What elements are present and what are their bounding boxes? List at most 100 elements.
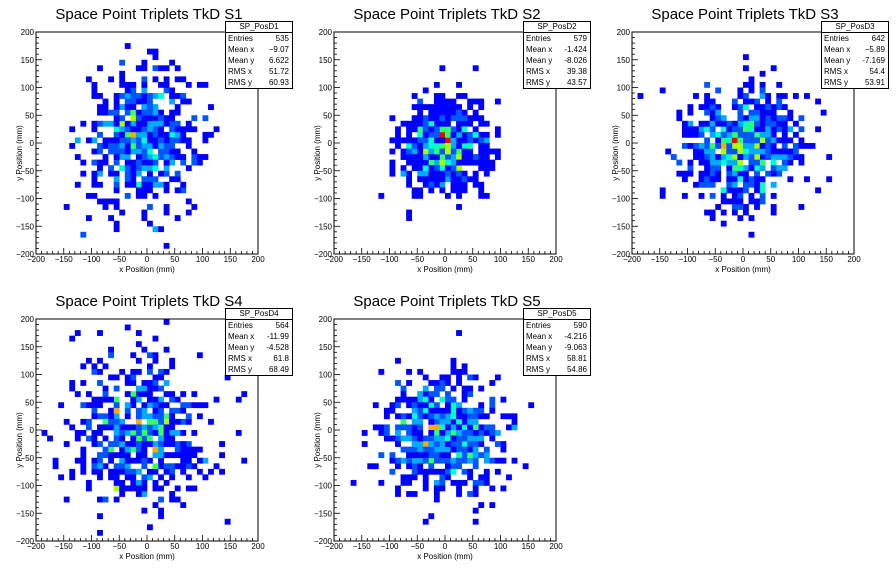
histogram-bin: [759, 165, 766, 172]
histogram-bin: [102, 418, 109, 425]
stats-histogram-name: SP_PosD5: [524, 309, 590, 320]
histogram-bin: [169, 491, 176, 497]
stats-row: RMS y 60.93: [226, 77, 292, 88]
histogram-bin: [787, 115, 794, 122]
histogram-bin: [417, 391, 424, 397]
histogram-bin: [743, 137, 749, 144]
histogram-bin: [770, 104, 777, 110]
histogram-panel-4: −200 −150 −100 −50 0 50 100 150 200 −200 −150 −100−…: [0, 287, 298, 574]
histogram-bin: [191, 154, 198, 160]
histogram-bin: [406, 396, 412, 403]
stats-label: RMS x: [824, 67, 848, 76]
histogram-bin: [445, 98, 451, 105]
histogram-bin: [395, 435, 401, 442]
histogram-bin: [158, 424, 164, 431]
histogram-bin: [400, 165, 407, 172]
y-tick-label: −150: [16, 509, 35, 518]
histogram-bin: [770, 181, 777, 188]
histogram-bin: [113, 126, 120, 133]
histogram-bin: [361, 430, 368, 436]
histogram-bin: [97, 424, 103, 431]
histogram-bin: [389, 159, 396, 166]
histogram-bin: [693, 154, 699, 160]
stats-row: RMS y 53.91: [822, 77, 888, 88]
x-tick-label: −150: [651, 255, 670, 264]
histogram-bin: [163, 430, 170, 436]
histogram-bin: [411, 446, 418, 453]
histogram-bin: [406, 474, 412, 481]
histogram-bin: [704, 165, 710, 172]
histogram-bin: [91, 430, 98, 436]
x-tick-label: −100: [82, 542, 101, 551]
stats-value: 642: [871, 34, 885, 43]
histogram-bin: [69, 380, 76, 386]
histogram-bin: [174, 430, 181, 436]
histogram-bin: [422, 407, 429, 414]
histogram-bin: [456, 181, 462, 188]
histogram-bin: [754, 120, 760, 127]
histogram-bin: [759, 104, 766, 110]
histogram-bin: [467, 418, 474, 425]
histogram-bin: [483, 446, 490, 453]
histogram-bin: [130, 424, 137, 431]
histogram-bin: [450, 104, 457, 110]
histogram-bin: [759, 93, 766, 99]
x-tick-label: −200: [325, 255, 344, 264]
histogram-bin: [411, 115, 418, 122]
histogram-bin: [383, 407, 390, 414]
histogram-bin: [417, 368, 424, 375]
histogram-bin: [445, 430, 451, 436]
histogram-bin: [113, 93, 120, 99]
x-tick-label: 100: [196, 255, 210, 264]
histogram-bin: [798, 126, 805, 133]
histogram-plot-3: −200 −150 −100 −50 0 50 100 150 200−200−150−100−…: [611, 28, 861, 274]
histogram-bin: [456, 143, 462, 149]
histogram-bin: [428, 452, 435, 459]
histogram-bin: [169, 154, 176, 160]
x-tick-label: −50: [112, 255, 126, 264]
histogram-bin: [119, 468, 126, 475]
histogram-bin: [439, 435, 446, 442]
histogram-bin: [483, 148, 490, 155]
histogram-bin: [180, 441, 187, 447]
histogram-bin: [748, 192, 755, 199]
histogram-bin: [411, 137, 418, 144]
histogram-bin: [417, 457, 424, 464]
histogram-bin: [798, 204, 805, 210]
histogram-bin: [119, 446, 126, 453]
histogram-bin: [69, 424, 76, 431]
histogram-bin: [439, 418, 446, 425]
histogram-bin: [135, 418, 142, 425]
histogram-bin: [80, 457, 87, 464]
histogram-bin: [130, 485, 137, 492]
histogram-bin: [450, 98, 457, 105]
histogram-bin: [191, 463, 198, 470]
histogram-bin: [456, 430, 462, 436]
histogram-bin: [478, 430, 485, 436]
histogram-bin: [731, 204, 738, 210]
histogram-bin: [135, 154, 142, 160]
histogram-bin: [433, 441, 440, 447]
histogram-bin: [417, 104, 424, 110]
histogram-bin: [445, 374, 451, 381]
histogram-bin: [743, 54, 749, 61]
histogram-bin: [152, 452, 159, 459]
y-axis-label: y Position (mm): [313, 125, 322, 181]
histogram-bin: [704, 176, 710, 183]
histogram-bin: [130, 474, 137, 481]
histogram-bin: [787, 148, 794, 155]
histogram-bin: [108, 441, 114, 447]
histogram-bin: [494, 430, 501, 436]
histogram-bin: [461, 187, 468, 194]
x-tick-label: 0: [443, 542, 448, 551]
histogram-bin: [478, 385, 485, 392]
histogram-bin: [433, 148, 440, 155]
histogram-bin: [158, 446, 164, 453]
histogram-bin: [770, 209, 777, 216]
histogram-bin: [147, 352, 153, 359]
histogram-bin: [731, 143, 738, 149]
histogram-bin: [433, 137, 440, 144]
histogram-bin: [737, 131, 744, 138]
histogram-bin: [58, 402, 65, 409]
histogram-bin: [478, 131, 485, 138]
